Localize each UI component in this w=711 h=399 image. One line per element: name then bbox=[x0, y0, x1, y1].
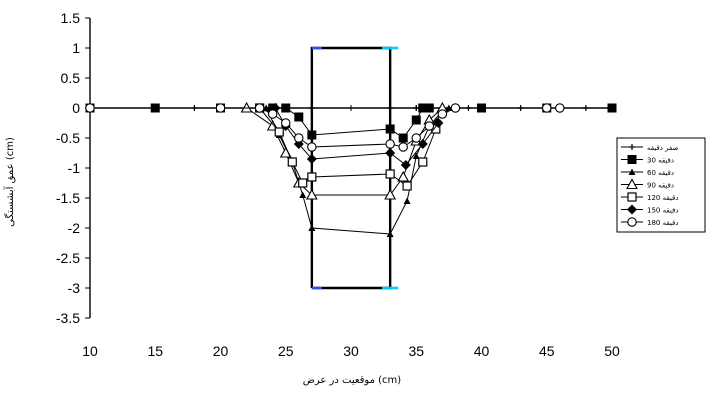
data-point bbox=[385, 124, 395, 134]
series-line bbox=[246, 107, 443, 196]
data-point bbox=[418, 103, 428, 113]
y-tick-label: 0 bbox=[72, 100, 80, 116]
legend-label: 60 دقیقه bbox=[647, 169, 674, 177]
data-point bbox=[294, 112, 304, 122]
data-point bbox=[385, 139, 395, 149]
data-point bbox=[400, 160, 411, 170]
x-tick-label: 50 bbox=[604, 343, 620, 359]
x-tick-label: 45 bbox=[539, 343, 555, 359]
legend-marker bbox=[627, 155, 637, 164]
y-axis-title: عمق آبشستگی (cm) bbox=[3, 137, 16, 227]
legend-label: 30 دقیقه bbox=[647, 157, 674, 165]
y-tick-label: 1.5 bbox=[61, 10, 81, 26]
legend-marker bbox=[628, 168, 636, 175]
data-point bbox=[215, 103, 226, 113]
legend-marker bbox=[629, 144, 635, 150]
data-point bbox=[280, 118, 291, 128]
legend-marker bbox=[626, 178, 638, 190]
series-4 bbox=[255, 103, 441, 191]
data-point bbox=[384, 188, 397, 200]
y-tick-label: -0.5 bbox=[56, 130, 80, 146]
data-point bbox=[445, 104, 453, 111]
x-tick-label: 30 bbox=[343, 343, 359, 359]
data-point bbox=[397, 170, 410, 182]
pier-outline bbox=[310, 46, 392, 290]
data-point bbox=[299, 191, 307, 198]
data-point bbox=[413, 105, 420, 111]
series-line bbox=[90, 107, 560, 148]
data-point bbox=[254, 103, 265, 113]
axes bbox=[89, 18, 612, 318]
data-point bbox=[385, 169, 395, 179]
data-point bbox=[281, 103, 291, 113]
data-point bbox=[387, 105, 394, 111]
data-point bbox=[412, 152, 420, 159]
x-tick-label: 20 bbox=[213, 343, 229, 359]
pier-structure bbox=[310, 46, 399, 290]
data-point bbox=[424, 121, 435, 131]
y-axis-ticks: 1.5 1 0.5 0 -0.5 -1 -1.5 -2 -2.5 -3 -3.5 bbox=[56, 10, 90, 326]
legend-marker bbox=[627, 192, 637, 202]
series-6 bbox=[85, 103, 565, 152]
legend: صفر دقیقه 30 دقیقه 60 دقیقه 90 دقیقه 120 دقی… bbox=[616, 137, 706, 233]
legend-label: 180 دقیقه bbox=[647, 219, 678, 227]
data-point bbox=[398, 133, 408, 143]
data-point bbox=[398, 142, 408, 152]
legend-label: 150 دقیقه bbox=[647, 207, 678, 215]
series-line bbox=[90, 107, 612, 139]
data-point bbox=[307, 172, 317, 182]
legend-marker bbox=[627, 217, 637, 227]
data-point bbox=[385, 148, 396, 158]
y-tick-label: -1 bbox=[68, 160, 81, 176]
data-point bbox=[298, 178, 308, 188]
x-tick-label: 35 bbox=[408, 343, 424, 359]
data-point bbox=[402, 181, 412, 191]
data-point bbox=[262, 104, 270, 111]
data-point bbox=[85, 103, 95, 113]
x-axis-ticks: 10 15 20 25 30 35 40 45 50 bbox=[82, 105, 620, 359]
data-point bbox=[424, 103, 434, 113]
legend-box bbox=[616, 137, 706, 233]
y-tick-label: -1.5 bbox=[56, 190, 80, 206]
legend-label: صفر دقیقه bbox=[647, 144, 678, 152]
data-point bbox=[450, 103, 461, 113]
data-point bbox=[411, 133, 421, 143]
data-point bbox=[417, 139, 428, 149]
x-tick-label: 15 bbox=[147, 343, 163, 359]
y-tick-label: 0.5 bbox=[61, 70, 81, 86]
data-point bbox=[307, 130, 317, 140]
data-point bbox=[267, 109, 278, 119]
series-line bbox=[274, 107, 439, 166]
x-tick-label: 10 bbox=[82, 343, 98, 359]
data-point bbox=[287, 157, 297, 167]
legend-label: 90 دقیقه bbox=[647, 182, 674, 190]
data-point bbox=[274, 127, 284, 137]
data-point bbox=[607, 103, 617, 113]
data-point bbox=[294, 133, 304, 143]
data-point bbox=[411, 115, 421, 125]
y-tick-label: -2.5 bbox=[56, 250, 80, 266]
legend-label: 120 دقیقه bbox=[647, 194, 678, 202]
y-tick-label: -3.5 bbox=[56, 310, 80, 326]
data-point bbox=[418, 157, 428, 167]
data-point bbox=[305, 188, 318, 200]
y-tick-label: 1 bbox=[72, 40, 80, 56]
x-axis-title: موقعیت در عرض (cm) bbox=[303, 375, 402, 386]
x-tick-label: 25 bbox=[278, 343, 294, 359]
data-point bbox=[386, 230, 394, 237]
data-point bbox=[306, 154, 317, 164]
data-point bbox=[307, 142, 317, 152]
y-tick-label: -2 bbox=[68, 220, 81, 236]
series-group bbox=[85, 101, 617, 237]
data-point bbox=[403, 197, 411, 204]
data-point bbox=[555, 103, 565, 113]
data-point bbox=[437, 109, 448, 119]
data-point bbox=[308, 224, 316, 231]
x-tick-label: 40 bbox=[474, 343, 490, 359]
legend-marker bbox=[627, 204, 637, 215]
data-point bbox=[308, 105, 315, 111]
y-tick-label: -3 bbox=[68, 280, 81, 296]
data-point bbox=[541, 103, 552, 113]
